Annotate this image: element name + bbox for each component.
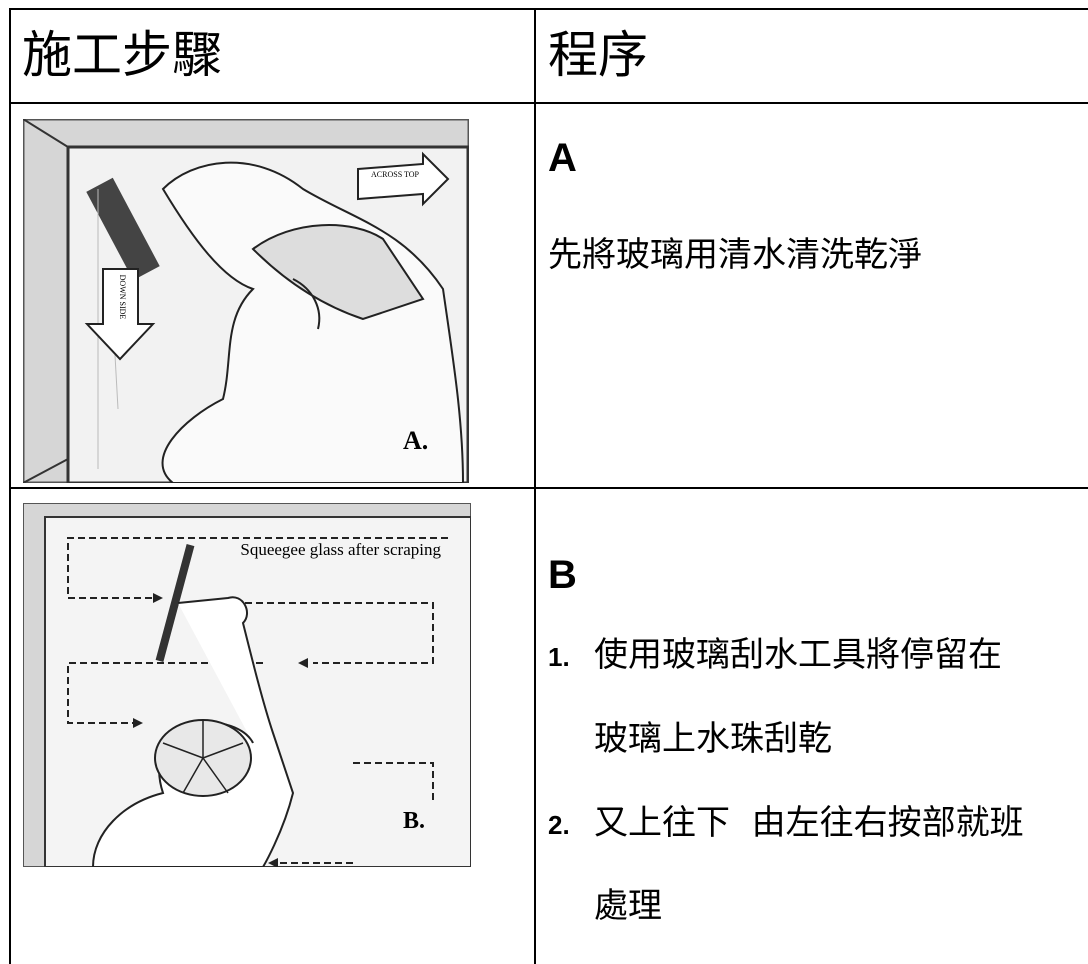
- caption: A.: [403, 426, 428, 455]
- arrow-label: DOWN SIDE: [118, 275, 127, 320]
- header-cell: 程序: [548, 27, 648, 83]
- illustration: Squeegee glass after scraping B.: [23, 503, 471, 867]
- arrow-label: ACROSS TOP: [371, 170, 420, 179]
- step-label: A: [548, 136, 577, 180]
- row-divider: [9, 487, 1088, 489]
- list-line: 玻璃上水珠刮乾: [594, 719, 832, 759]
- border-left: [9, 8, 11, 964]
- illustration-note: Squeegee glass after scraping: [240, 540, 441, 559]
- step-label: B: [548, 553, 577, 597]
- header-cell: 施工步驟: [22, 27, 222, 83]
- list-number: 2.: [548, 810, 570, 840]
- list-number: 1.: [548, 642, 570, 672]
- row-divider: [9, 102, 1088, 104]
- caption: B.: [403, 808, 425, 834]
- list-line: 又上往下 由左往右按部就班: [594, 803, 1024, 843]
- border-top: [9, 8, 1088, 10]
- list-line: 使用玻璃刮水工具將停留在: [594, 635, 1002, 675]
- illustration: ACROSS TOP DOWN SIDE A.: [23, 119, 469, 483]
- step-text: 先將玻璃用清水清洗乾淨: [548, 235, 922, 275]
- list-line: 處理: [594, 886, 662, 926]
- column-divider: [534, 8, 536, 964]
